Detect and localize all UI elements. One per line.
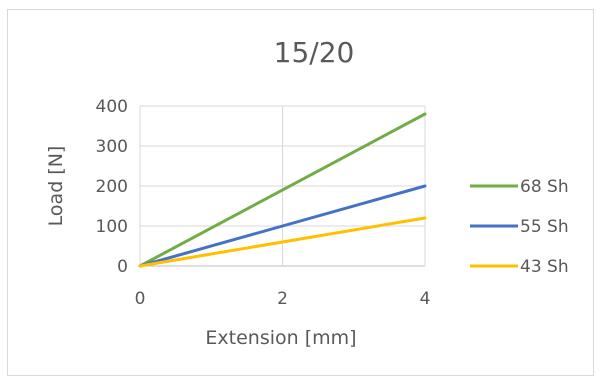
y-tick-label: 300 [96, 137, 128, 157]
chart-title: 15/20 [274, 36, 355, 69]
legend-item: 68 Sh [470, 177, 569, 197]
x-tick-label: 0 [135, 289, 146, 309]
series-lines [138, 112, 427, 268]
y-tick-label: 100 [96, 217, 128, 237]
series-line [138, 216, 427, 268]
series-line [138, 112, 427, 268]
series-line [138, 184, 427, 268]
y-tick-label: 400 [96, 97, 128, 117]
legend: 68 Sh 55 Sh 43 Sh [470, 177, 569, 277]
y-axis-label: Load [N] [45, 146, 67, 227]
legend-label: 55 Sh [520, 217, 569, 237]
legend-label: 68 Sh [520, 177, 569, 197]
y-axis-ticks: 0 100 200 300 400 [96, 97, 128, 277]
legend-item: 55 Sh [470, 217, 569, 237]
legend-item: 43 Sh [470, 257, 569, 277]
x-tick-label: 2 [277, 289, 288, 309]
chart-frame [7, 9, 594, 376]
y-tick-label: 200 [96, 177, 128, 197]
y-tick-label: 0 [117, 257, 128, 277]
x-axis-label: Extension [mm] [205, 327, 356, 349]
legend-label: 43 Sh [520, 257, 569, 277]
x-axis-ticks: 0 2 4 [135, 289, 431, 309]
x-tick-label: 4 [420, 289, 431, 309]
